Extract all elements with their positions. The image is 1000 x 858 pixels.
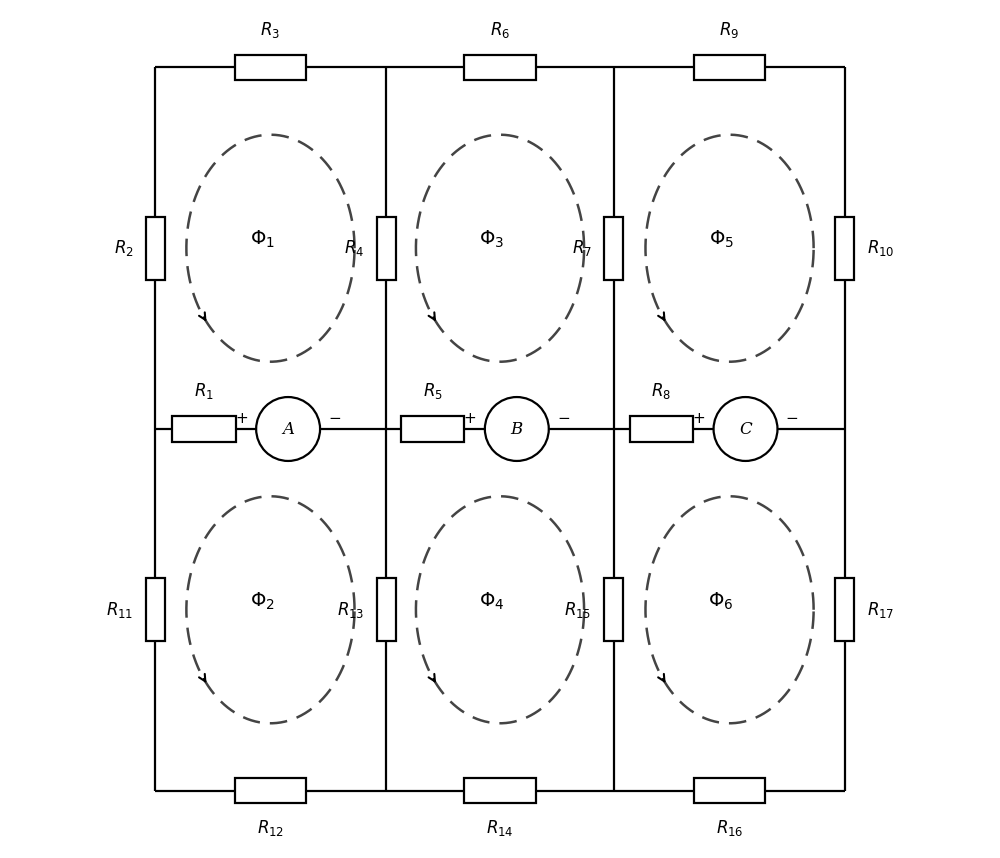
Text: $R_8$: $R_8$: [651, 381, 671, 402]
Text: $R_{13}$: $R_{13}$: [337, 600, 365, 619]
Text: $R_4$: $R_4$: [344, 239, 365, 258]
Bar: [604, 578, 623, 641]
Text: $R_{16}$: $R_{16}$: [716, 819, 743, 838]
Text: $R_{17}$: $R_{17}$: [867, 600, 894, 619]
Text: $\Phi_1$: $\Phi_1$: [250, 229, 275, 251]
Bar: [694, 55, 765, 80]
Text: $R_{10}$: $R_{10}$: [867, 239, 894, 258]
Bar: [146, 578, 165, 641]
Text: +: +: [464, 411, 476, 426]
Bar: [464, 55, 536, 80]
Bar: [835, 578, 854, 641]
Circle shape: [714, 397, 777, 461]
Text: $R_2$: $R_2$: [114, 239, 133, 258]
Text: $R_{11}$: $R_{11}$: [106, 600, 133, 619]
Text: B: B: [511, 420, 523, 438]
Text: $\Phi_6$: $\Phi_6$: [708, 590, 734, 612]
Circle shape: [256, 397, 320, 461]
Bar: [377, 217, 396, 280]
Text: +: +: [235, 411, 248, 426]
Text: A: A: [282, 420, 294, 438]
Bar: [835, 217, 854, 280]
Text: −: −: [557, 411, 570, 426]
Bar: [604, 217, 623, 280]
Text: +: +: [692, 411, 705, 426]
Text: $R_{15}$: $R_{15}$: [564, 600, 592, 619]
Text: $R_6$: $R_6$: [490, 20, 510, 39]
Text: −: −: [786, 411, 799, 426]
Text: $R_1$: $R_1$: [194, 381, 214, 402]
Text: $R_{12}$: $R_{12}$: [257, 819, 284, 838]
Circle shape: [485, 397, 549, 461]
Bar: [401, 416, 464, 442]
Text: $\Phi_4$: $\Phi_4$: [479, 590, 504, 612]
Text: $R_{14}$: $R_{14}$: [486, 819, 514, 838]
Text: $R_9$: $R_9$: [719, 20, 740, 39]
Bar: [172, 416, 236, 442]
Bar: [377, 578, 396, 641]
Bar: [630, 416, 693, 442]
Bar: [464, 778, 536, 803]
Bar: [694, 778, 765, 803]
Text: $R_7$: $R_7$: [572, 239, 592, 258]
Text: $\Phi_5$: $\Phi_5$: [709, 229, 734, 251]
Text: $R_5$: $R_5$: [423, 381, 443, 402]
Bar: [146, 217, 165, 280]
Bar: [235, 55, 306, 80]
Text: $\Phi_2$: $\Phi_2$: [250, 590, 274, 612]
Text: −: −: [328, 411, 341, 426]
Text: $R_3$: $R_3$: [260, 20, 280, 39]
Text: $\Phi_3$: $\Phi_3$: [479, 229, 504, 251]
Text: C: C: [739, 420, 752, 438]
Bar: [235, 778, 306, 803]
